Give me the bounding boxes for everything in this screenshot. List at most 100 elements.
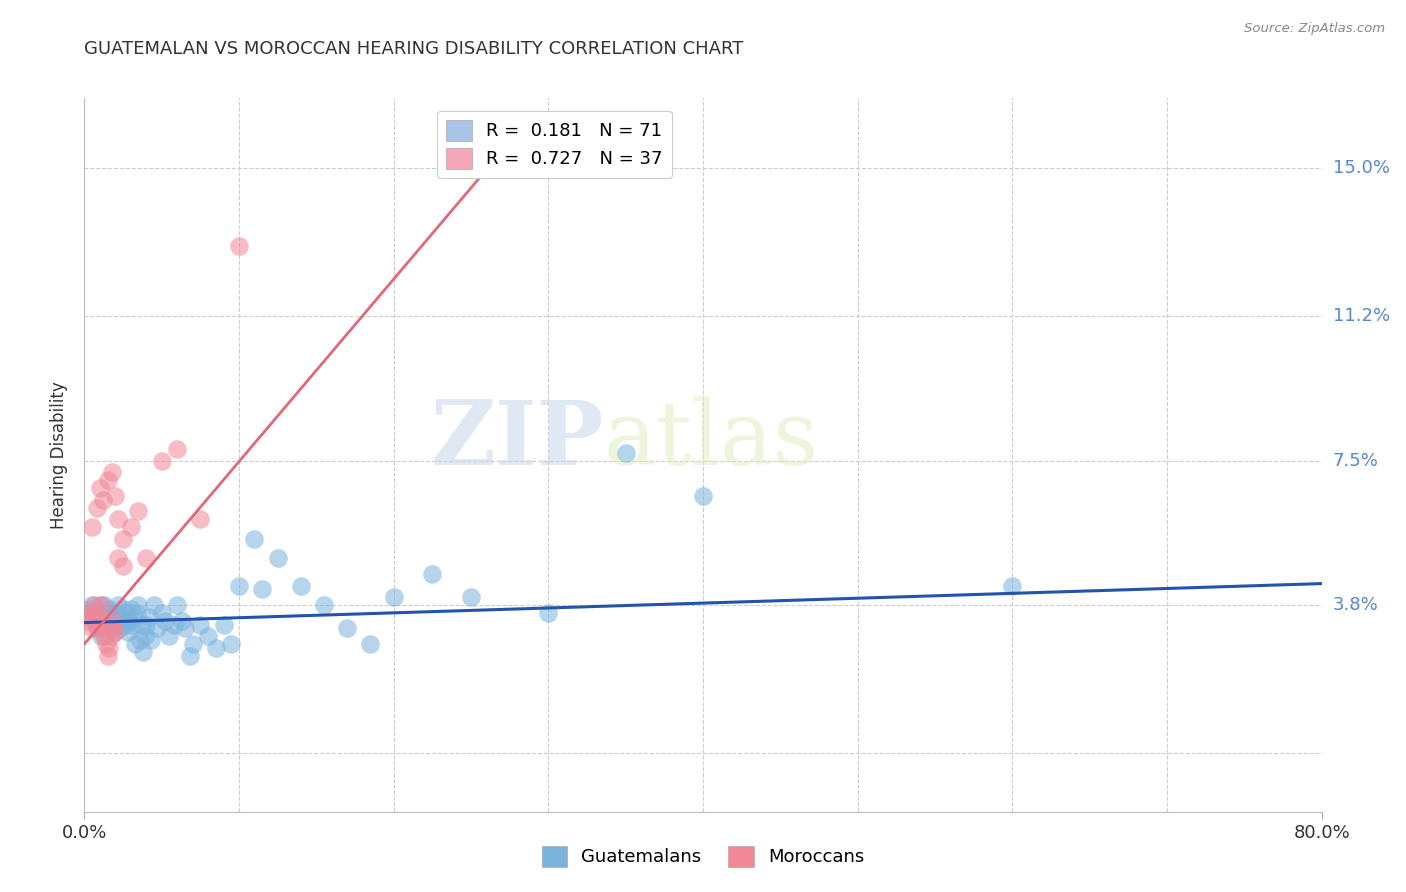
Point [79,606,101,620]
Point [422,566,444,581]
Point [89,609,111,624]
Point [98,602,121,616]
Point [150,606,173,620]
Point [460,591,482,605]
Point [122,609,145,624]
Point [131,617,153,632]
Point [87,622,110,636]
Point [166,442,188,456]
Point [1001,578,1024,592]
Point [174,622,197,636]
Point [93,598,115,612]
Point [267,551,290,566]
Point [107,598,129,612]
Point [118,614,141,628]
Point [89,598,111,612]
Point [228,239,250,253]
Point [86,622,108,636]
Point [614,446,637,460]
Point [360,637,382,651]
Point [127,598,149,612]
Point [86,614,108,628]
Point [107,512,129,526]
Point [101,622,124,636]
Point [121,617,143,632]
Point [115,606,138,620]
Point [127,504,149,518]
Point [87,609,110,624]
Point [197,629,219,643]
Point [94,637,117,651]
Point [120,602,142,616]
Text: 3.8%: 3.8% [1333,596,1378,614]
Point [77,606,100,620]
Point [170,614,193,628]
Point [77,602,100,616]
Point [104,489,127,503]
Point [112,532,135,546]
Point [101,466,124,480]
Text: 7.5%: 7.5% [1333,451,1379,470]
Point [96,617,118,632]
Point [93,629,115,643]
Point [537,606,560,620]
Point [79,609,101,624]
Point [86,500,108,515]
Point [100,629,122,643]
Point [112,602,135,616]
Point [112,559,135,574]
Text: 15.0%: 15.0% [1333,160,1389,178]
Point [138,609,160,624]
Point [91,614,114,628]
Point [103,614,125,628]
Point [82,520,104,534]
Point [290,578,312,592]
Point [188,512,211,526]
Point [153,614,176,628]
Text: 11.2%: 11.2% [1333,308,1391,326]
Point [129,633,152,648]
Point [82,622,104,636]
Point [132,645,155,659]
Point [117,625,139,640]
Point [110,609,132,624]
Point [135,617,157,632]
Point [219,637,242,651]
Point [205,640,228,655]
Point [243,532,266,546]
Point [108,622,131,636]
Point [166,598,188,612]
Point [146,622,169,636]
Point [100,622,122,636]
Point [76,614,98,628]
Point [135,551,157,566]
Point [90,629,112,643]
Point [104,606,127,620]
Point [139,633,162,648]
Point [134,629,156,643]
Point [382,591,405,605]
Point [312,598,335,612]
Point [103,625,125,640]
Point [120,520,142,534]
Point [84,606,107,620]
Point [82,598,104,612]
Point [83,614,105,628]
Point [91,492,114,507]
Point [692,489,714,503]
Point [124,637,146,651]
Point [181,637,204,651]
Point [212,617,235,632]
Point [105,614,128,628]
Point [84,606,107,620]
Point [125,606,148,620]
Y-axis label: Hearing Disability: Hearing Disability [51,381,69,529]
Point [94,606,117,620]
Point [104,625,127,640]
Point [163,617,186,632]
Point [114,617,136,632]
Point [101,609,124,624]
Point [96,473,118,487]
Text: ZIP: ZIP [430,397,605,484]
Point [250,582,273,597]
